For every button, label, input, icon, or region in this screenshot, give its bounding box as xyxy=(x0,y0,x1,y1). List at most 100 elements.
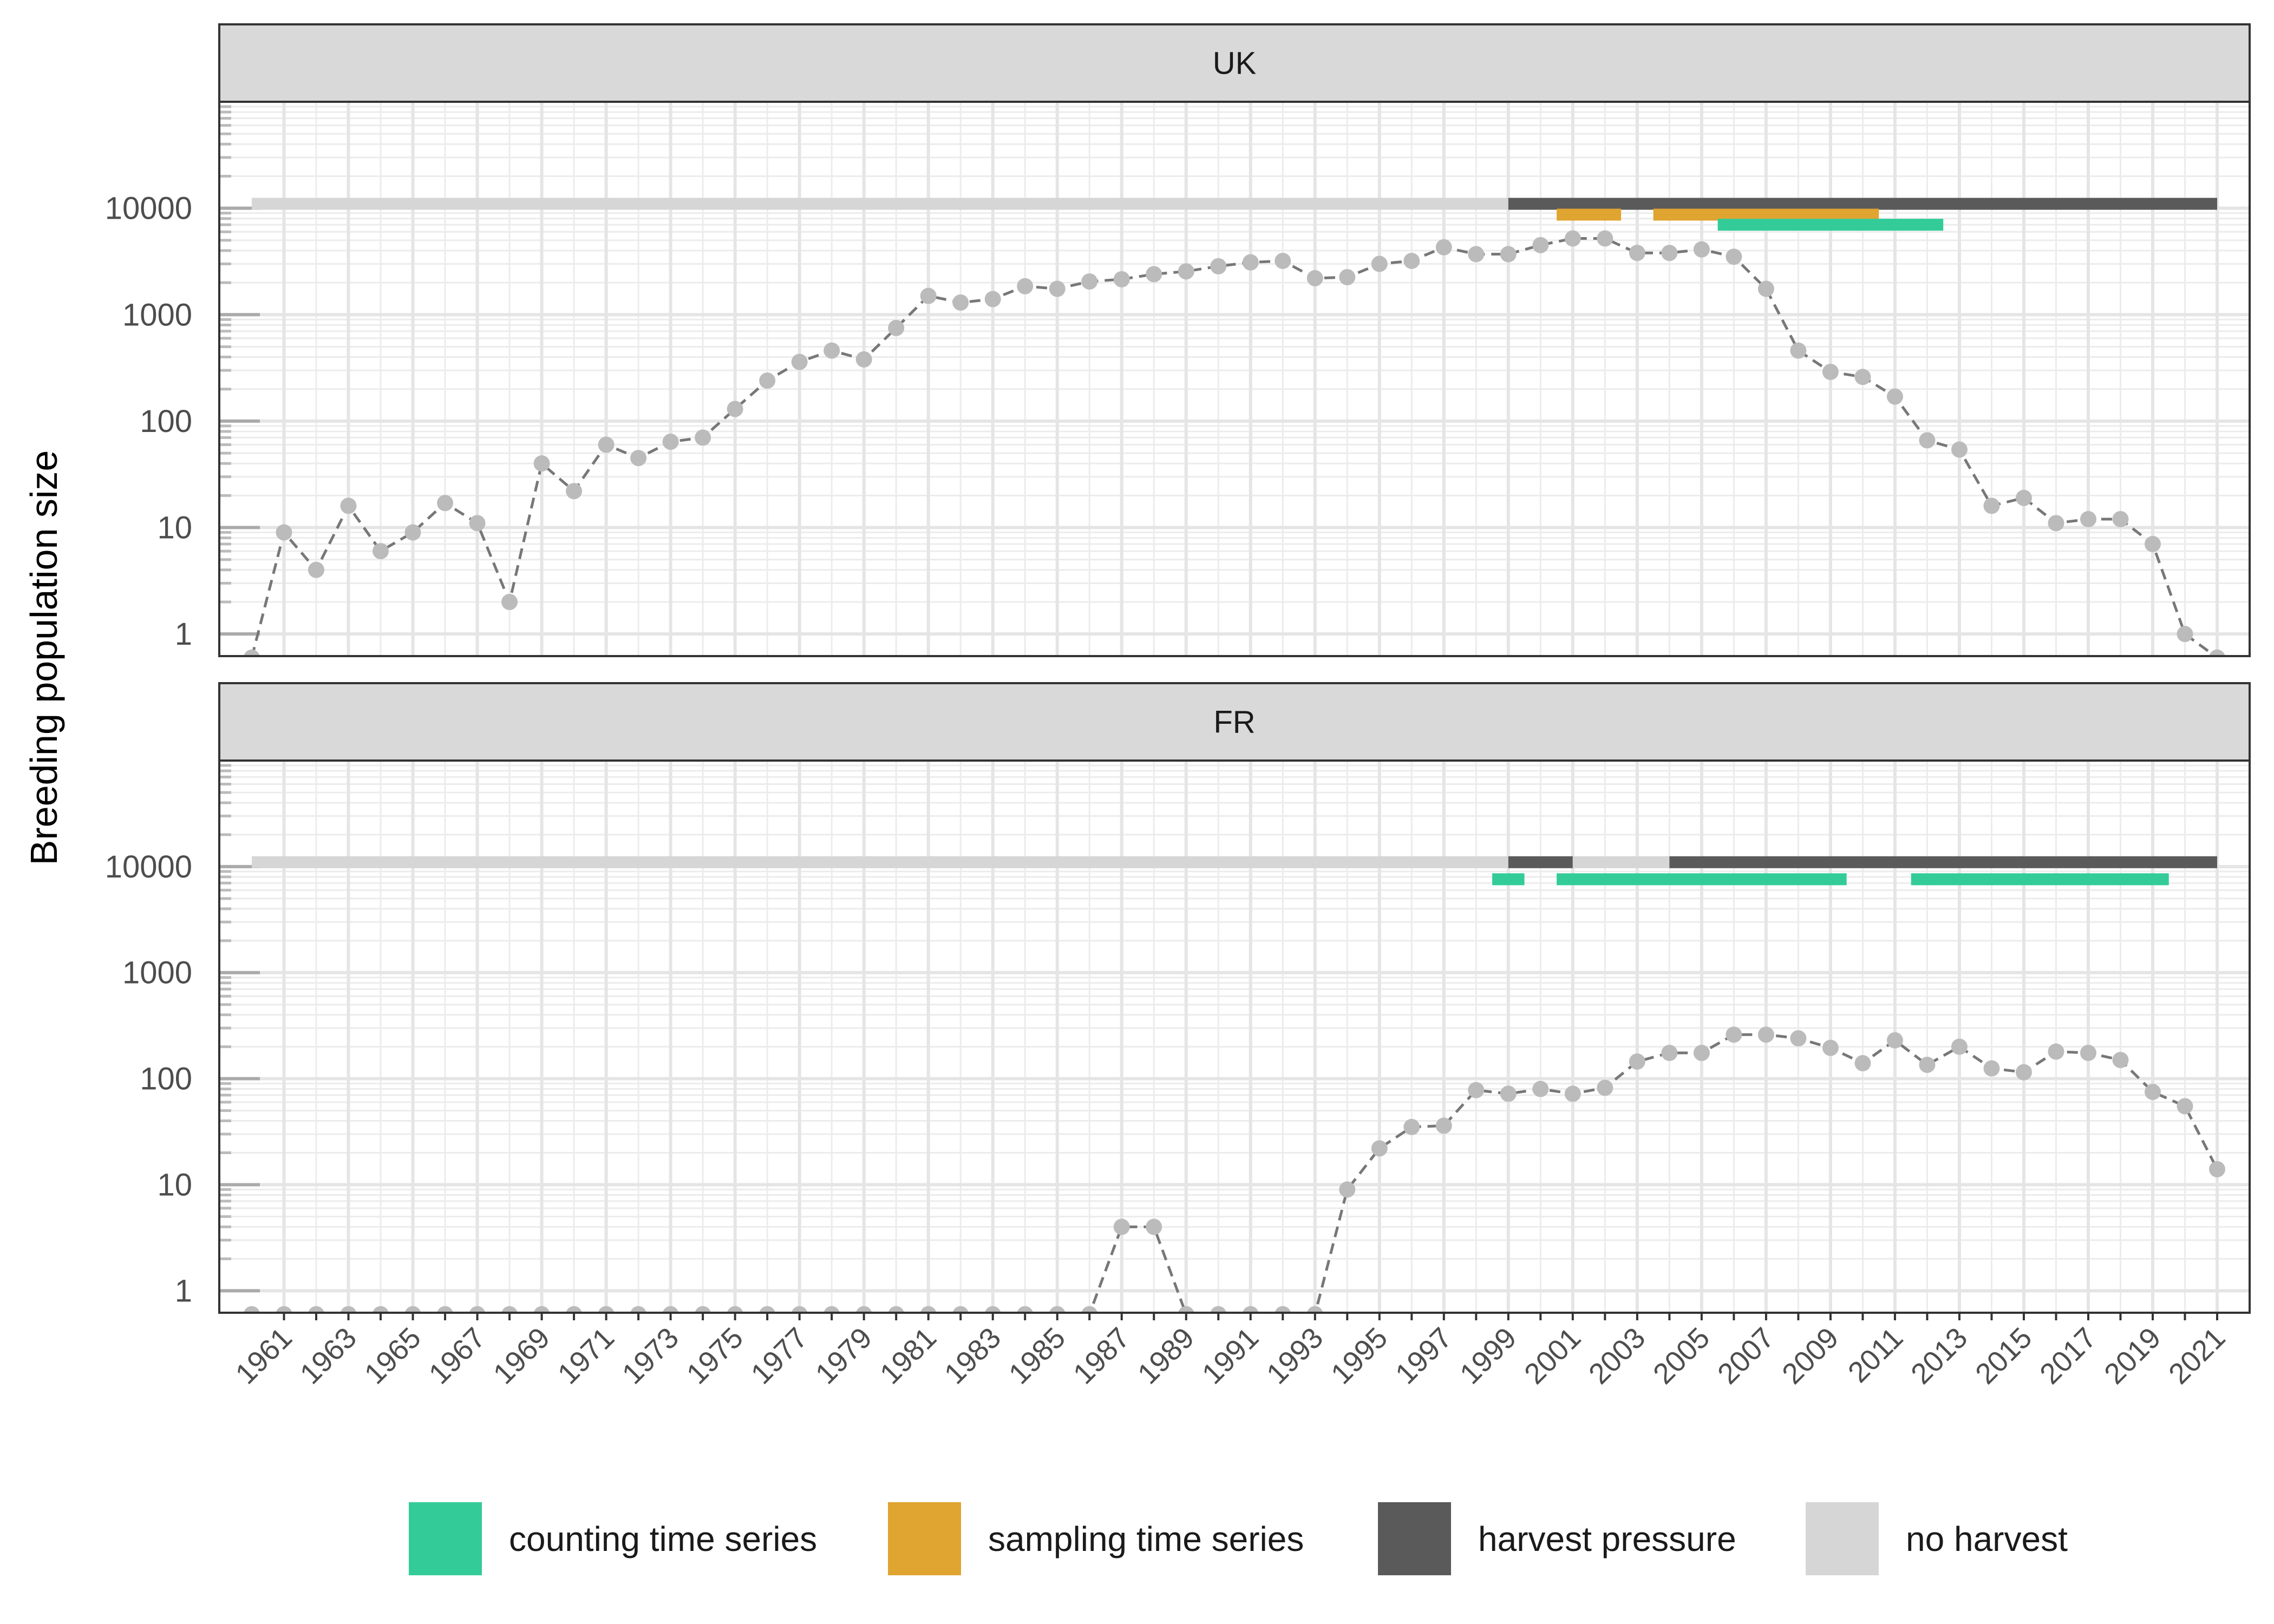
data-point xyxy=(2144,536,2161,553)
x-tick-label: 1961 xyxy=(230,1321,298,1390)
x-tick-label: 1971 xyxy=(552,1321,620,1390)
data-point xyxy=(1081,1306,1097,1313)
data-point xyxy=(1178,263,1194,280)
data-point xyxy=(2209,1161,2225,1177)
data-point xyxy=(1403,1118,1420,1135)
legend-item-harvest: harvest pressure xyxy=(1378,1502,1736,1575)
data-point xyxy=(1435,1117,1452,1134)
data-point xyxy=(888,1306,904,1313)
data-point xyxy=(1017,1306,1033,1313)
data-point xyxy=(791,1306,808,1313)
data-point xyxy=(404,1306,421,1313)
data-point xyxy=(1693,241,1710,258)
data-point xyxy=(1017,278,1034,294)
data-point xyxy=(920,287,937,304)
data-point xyxy=(1403,252,1420,269)
data-point xyxy=(1629,1053,1645,1070)
data-point xyxy=(1661,1044,1678,1061)
x-tick-label: 1995 xyxy=(1325,1321,1394,1390)
data-point xyxy=(855,1306,872,1313)
data-point xyxy=(727,401,743,417)
data-point xyxy=(1500,1085,1517,1102)
legend-key-counting xyxy=(409,1502,482,1575)
data-point xyxy=(1854,369,1871,385)
data-point xyxy=(1146,266,1162,283)
data-point xyxy=(1919,1057,1936,1073)
x-tick-label: 1989 xyxy=(1132,1321,1200,1390)
data-point xyxy=(824,342,840,359)
y-tick-label: 10 xyxy=(157,510,192,546)
x-tick-label: 2013 xyxy=(1905,1321,1974,1390)
data-point xyxy=(759,1306,775,1313)
legend-item-counting: counting time series xyxy=(409,1502,817,1575)
data-point xyxy=(2177,1098,2193,1115)
data-point xyxy=(2048,1043,2064,1060)
data-point xyxy=(695,1306,711,1313)
data-point xyxy=(404,524,421,541)
facet-strip xyxy=(218,682,2251,762)
data-point xyxy=(1919,432,1936,449)
data-point xyxy=(984,1306,1001,1313)
data-point xyxy=(1693,1044,1710,1061)
data-point xyxy=(533,1306,550,1313)
y-tick-label: 1000 xyxy=(122,297,192,332)
data-point xyxy=(501,1306,518,1313)
data-point xyxy=(566,1306,582,1313)
data-point xyxy=(1757,1026,1774,1043)
data-point xyxy=(2015,489,2032,506)
data-point xyxy=(952,294,969,311)
data-point xyxy=(1661,245,1678,261)
population-line xyxy=(251,237,2218,656)
data-point xyxy=(1275,252,1291,269)
y-tick-label: 10 xyxy=(157,1167,192,1202)
data-point xyxy=(469,1306,486,1313)
data-point xyxy=(244,1306,260,1313)
data-point xyxy=(791,353,808,370)
data-point xyxy=(984,291,1001,307)
legend-label: no harvest xyxy=(1906,1520,2068,1558)
data-point xyxy=(308,561,325,578)
x-tick-label: 2009 xyxy=(1776,1321,1845,1390)
data-point xyxy=(1178,1306,1194,1313)
x-tick-label: 2003 xyxy=(1583,1321,1651,1390)
data-point xyxy=(1886,1032,1903,1049)
y-tick-label: 10000 xyxy=(105,849,192,885)
panel-border xyxy=(218,101,2251,657)
data-point xyxy=(1307,1306,1323,1313)
data-point xyxy=(276,524,292,541)
data-point xyxy=(437,1306,453,1313)
data-point xyxy=(1564,1085,1581,1102)
facet-label: FR xyxy=(1213,705,1255,740)
x-tick-label: 1981 xyxy=(874,1321,943,1390)
data-point xyxy=(855,351,872,368)
data-point xyxy=(727,1306,743,1313)
x-tick-label: 1963 xyxy=(294,1321,363,1390)
legend-key-sampling xyxy=(888,1502,961,1575)
data-point xyxy=(2177,626,2193,643)
panel-border xyxy=(218,759,2251,1314)
data-point xyxy=(695,429,711,446)
data-point xyxy=(888,319,905,336)
data-point xyxy=(1306,270,1323,286)
data-point xyxy=(1371,256,1388,272)
data-point xyxy=(1113,1219,1130,1235)
data-point xyxy=(340,1306,357,1313)
x-tick-label: 2021 xyxy=(2162,1321,2231,1390)
data-point xyxy=(920,1306,937,1313)
facet-strip xyxy=(218,23,2251,103)
y-tick-label: 10000 xyxy=(105,191,192,226)
data-point xyxy=(244,649,260,656)
plot-background xyxy=(219,102,2250,656)
data-point xyxy=(1951,441,1968,458)
x-tick-label: 1973 xyxy=(616,1321,685,1390)
data-point xyxy=(1532,237,1549,253)
data-point xyxy=(373,543,389,560)
panel-uk: UK 1 10 100 1000 10000 xyxy=(105,23,2251,657)
data-point xyxy=(1597,230,1613,247)
data-point xyxy=(2080,1044,2096,1061)
x-tick-label: 1975 xyxy=(681,1321,749,1390)
data-point xyxy=(1146,1219,1162,1235)
data-point xyxy=(759,372,776,389)
data-point xyxy=(1726,1026,1742,1043)
x-tick-label: 1987 xyxy=(1067,1321,1136,1390)
